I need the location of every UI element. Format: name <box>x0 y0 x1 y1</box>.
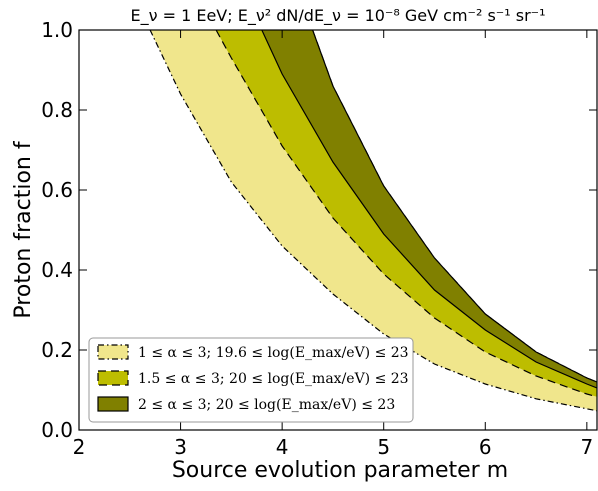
x-tick-label: 4 <box>276 435 289 459</box>
x-axis-label: Source evolution parameter m <box>172 458 508 483</box>
x-tick-label: 6 <box>479 435 492 459</box>
legend-label-1: 1 ≤ α ≤ 3; 19.6 ≤ log(E_max/eV) ≤ 23 <box>138 345 409 361</box>
x-tick-label: 2 <box>73 435 86 459</box>
chart-title: E_ν = 1 EeV; E_ν² dN/dE_ν = 10⁻⁸ GeV cm⁻… <box>130 6 545 26</box>
legend-label-3: 2 ≤ α ≤ 3; 20 ≤ log(E_max/eV) ≤ 23 <box>138 397 395 413</box>
y-tick-label: 0.4 <box>41 258 73 282</box>
y-tick-label: 0.0 <box>41 418 73 442</box>
legend-label-2: 1.5 ≤ α ≤ 3; 20 ≤ log(E_max/eV) ≤ 23 <box>138 371 409 387</box>
legend-swatch-1 <box>98 345 128 359</box>
y-tick-label: 0.6 <box>41 178 73 202</box>
y-tick-label: 1.0 <box>41 18 73 42</box>
legend-swatch-2 <box>98 371 128 385</box>
y-tick-label: 0.2 <box>41 338 73 362</box>
legend: 1 ≤ α ≤ 3; 19.6 ≤ log(E_max/eV) ≤ 23 1.5 … <box>89 338 413 422</box>
x-tick-label: 7 <box>580 435 593 459</box>
legend-swatch-3 <box>98 397 128 411</box>
x-tick-label: 5 <box>377 435 390 459</box>
y-axis-label: Proton fraction f <box>11 140 36 318</box>
x-tick-label: 3 <box>174 435 187 459</box>
y-tick-label: 0.8 <box>41 98 73 122</box>
